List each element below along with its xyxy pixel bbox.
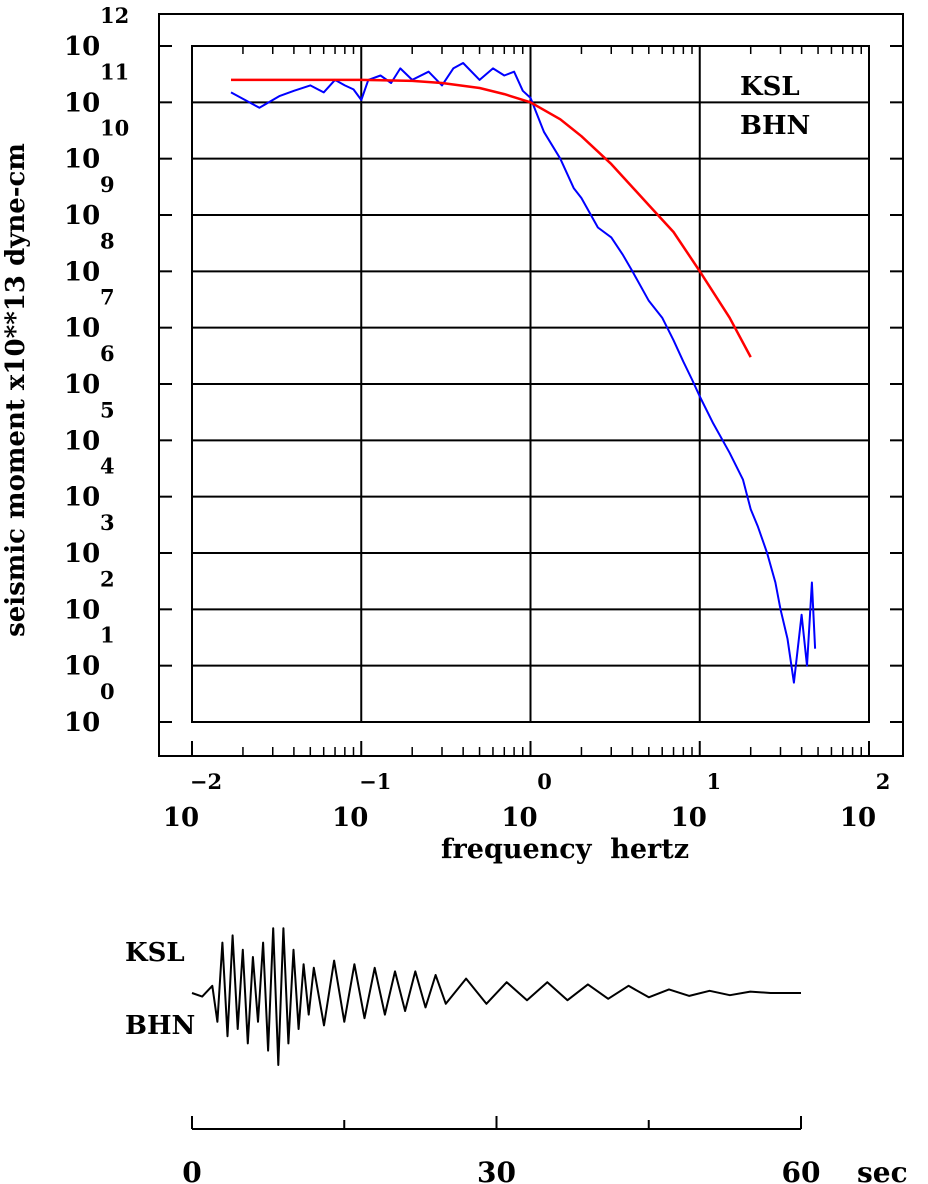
minor-ticks [242,46,863,756]
y-tick-label: 10 [64,88,100,118]
x-tick-exponent: 0 [537,769,552,794]
y-tick-exponent: 9 [100,172,115,197]
grid [159,45,903,756]
time-tick-label: 30 [477,1156,516,1184]
time-tick-label: 0 [182,1156,201,1184]
x-tick-label: 10 [671,803,707,833]
y-tick-label: 10 [64,257,100,287]
y-tick-exponent: 0 [100,679,115,704]
x-tick-exponent: −1 [359,769,391,794]
y-tick-exponent: 7 [100,285,115,310]
y-tick-label: 10 [64,483,100,513]
spectrum-chart: 1001011021031041051061071081091010101110… [1,3,904,865]
y-tick-label: 10 [64,32,100,62]
trace-series [191,927,801,1066]
y-axis-label: seismic moment x10**13 dyne-cm [1,143,31,637]
x-tick-label: 10 [840,803,876,833]
y-tick-label: 10 [64,314,100,344]
series-group [230,62,817,684]
x-tick-label: 10 [501,803,537,833]
y-tick-exponent: 3 [100,510,115,535]
y-tick-label: 10 [64,201,100,231]
time-ticks [191,1116,802,1129]
y-tick-label: 10 [64,708,100,738]
y-tick-exponent: 4 [100,454,115,479]
x-tick-exponent: 1 [706,769,721,794]
y-tick-exponent: 2 [100,566,115,591]
y-tick-exponent: 5 [100,397,115,422]
trace-station-label: KSL [125,938,185,968]
seismogram: KSL BHN 0 30 60 sec [125,927,908,1184]
x-tick-exponent: −2 [190,769,222,794]
series-line-1 [230,62,817,684]
trace-line [191,927,801,1066]
y-tick-exponent: 10 [100,116,129,141]
y-tick-exponent: 12 [100,3,129,28]
x-axis-label: frequency hertz [441,834,689,865]
station-label: KSL [740,72,800,102]
y-tick-label: 10 [64,370,100,400]
trace-component-label: BHN [125,1011,195,1041]
y-tick-label: 10 [64,426,100,456]
time-tick-label: 60 [782,1156,821,1184]
y-tick-label: 10 [64,539,100,569]
x-tick-exponent: 2 [876,769,891,794]
y-tick-label: 10 [64,145,100,175]
y-tick-label: 10 [64,652,100,682]
x-tick-label: 10 [332,803,368,833]
y-tick-exponent: 11 [100,59,129,84]
series-line-2 [231,78,752,358]
y-tick-exponent: 8 [100,228,115,253]
time-unit-label: sec [857,1156,908,1184]
y-tick-labels: 1001011021031041051061071081091010101110… [64,3,129,738]
time-tick-labels: 0 30 60 [182,1156,820,1184]
y-tick-exponent: 1 [100,623,115,648]
y-tick-exponent: 6 [100,341,115,366]
component-label: BHN [740,111,810,141]
y-tick-label: 10 [64,595,100,625]
x-tick-label: 10 [163,803,199,833]
